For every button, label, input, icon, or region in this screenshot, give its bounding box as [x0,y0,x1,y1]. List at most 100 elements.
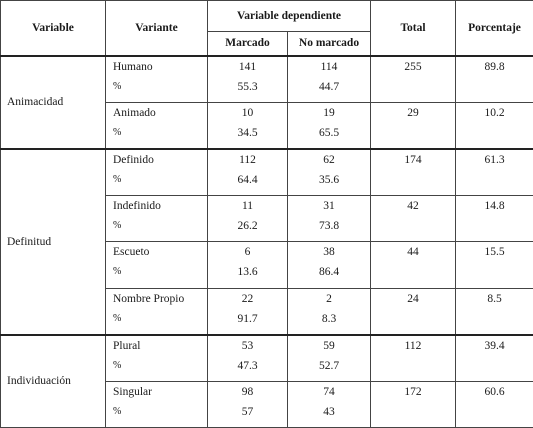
no-marcado-percent: 52.7 [318,359,340,372]
variante-label: Singular [113,385,152,398]
header-marcado: Marcado [207,31,288,56]
table-row: Animacidad Humano% 141 55.3 114 44.7 255 89.8 [0,54,533,149]
porcentaje-value: 60.6 [484,385,505,398]
no-marcado-cell: 59 52.7 [286,333,372,382]
total-cell: 255 [370,54,457,103]
no-marcado-percent: 35.6 [318,173,340,186]
no-marcado-cell: 62 35.6 [286,147,372,196]
porcentaje-cell: 15.5 [455,241,533,289]
total-cell: 112 [370,333,457,382]
marcado-cell: 98 57 [207,380,288,428]
porcentaje-value: 8.5 [487,292,502,305]
percent-sign: % [113,126,122,138]
porcentaje-value: 89.8 [484,60,505,73]
porcentaje-value: 14.8 [484,199,505,212]
marcado-percent: 26.2 [237,219,258,232]
variante-label: Escueto [113,246,150,258]
no-marcado-cell: 114 44.7 [286,54,372,103]
marcado-count: 141 [238,60,257,73]
marcado-cell: 10 34.5 [207,101,288,149]
header-variante: Variante [105,0,208,56]
no-marcado-count: 2 [326,292,332,305]
porcentaje-value: 39.4 [484,339,505,352]
no-marcado-count: 31 [323,199,335,212]
variante-cell: Animado% [105,101,208,149]
total-cell: 174 [370,147,457,196]
total-value: 24 [407,292,419,305]
porcentaje-cell: 60.6 [455,380,533,428]
variante-label: Nombre Propio [113,292,185,305]
no-marcado-percent: 86.4 [318,266,340,278]
porcentaje-value: 61.3 [484,153,505,166]
marcado-count: 6 [244,246,251,258]
no-marcado-cell: 2 8.3 [286,287,372,335]
marcado-percent: 13.6 [237,266,258,278]
no-marcado-percent: 73.8 [318,219,340,232]
header-no-marcado: No marcado [286,31,372,56]
table-row: Indefinido% 11 26.2 31 73.8 42 14.8 [1,194,533,242]
porcentaje-value: 15.5 [484,246,505,258]
percent-sign: % [113,312,122,324]
variante-label: Animado [113,106,156,119]
variante-cell: Definido% [105,147,208,196]
table-body: Animacidad Humano% 141 55.3 114 44.7 255 89.8 An… [0,54,533,428]
marcado-cell: 141 55.3 [207,54,288,103]
header-total: Total [370,0,457,56]
no-marcado-cell: 19 65.5 [286,101,372,149]
variante-label: Indefinido [113,199,161,212]
no-marcado-count: 19 [323,106,335,119]
marcado-cell: 112 64.4 [207,147,288,196]
porcentaje-cell: 10.2 [455,101,533,149]
marcado-percent: 55.3 [237,80,258,93]
marcado-percent: 47.3 [237,359,258,372]
total-value: 172 [404,385,422,398]
table-row: Individuación Plural% 53 47.3 59 52.7 112 39.4 [0,333,533,428]
table-row: Nombre Propio% 22 91.7 2 8.3 24 8.5 [1,287,533,335]
porcentaje-cell: 89.8 [455,54,533,103]
marcado-percent: 91.7 [237,312,258,325]
no-marcado-cell: 74 43 [286,380,372,428]
marcado-count: 53 [241,339,254,352]
header-porcentaje: Porcentaje [455,0,533,56]
marcado-cell: 11 26.2 [207,194,288,242]
no-marcado-count: 114 [320,60,338,73]
total-cell: 24 [370,287,457,335]
no-marcado-count: 59 [323,339,335,352]
percent-sign: % [113,173,122,185]
marcado-percent: 34.5 [237,126,258,139]
marcado-cell: 22 91.7 [207,287,288,335]
marcado-count: 11 [241,199,254,212]
marcado-cell: 6 13.6 [207,241,288,289]
group-label: Animacidad [0,54,106,149]
variante-cell: Humano% [105,54,208,103]
marcado-percent: 64.4 [237,173,258,186]
total-value: 112 [404,339,422,352]
porcentaje-cell: 61.3 [455,147,533,196]
marcado-count: 10 [241,106,254,119]
percent-sign: % [113,405,122,417]
no-marcado-cell: 38 86.4 [286,241,372,289]
table-row: Definitud Definido% 112 64.4 62 35.6 174 61.3 [0,147,533,335]
group-label: Individuación [0,333,106,428]
percent-sign: % [113,266,122,277]
variante-cell: Singular% [105,380,208,428]
marcado-percent: 57 [241,405,254,418]
total-value: 174 [404,153,422,166]
no-marcado-count: 62 [323,153,335,166]
porcentaje-cell: 14.8 [455,194,533,242]
total-value: 29 [407,106,419,119]
total-value: 42 [407,199,419,212]
variante-cell: Escueto% [105,241,208,289]
table-row: Singular% 98 57 74 43 172 60.6 [1,380,533,428]
no-marcado-percent: 8.3 [321,312,337,325]
variante-label: Plural [113,339,141,352]
porcentaje-cell: 8.5 [455,287,533,335]
variante-cell: Nombre Propio% [105,287,208,335]
no-marcado-percent: 43 [323,405,335,418]
no-marcado-percent: 44.7 [318,80,340,93]
total-value: 44 [407,246,419,258]
total-value: 255 [404,60,422,73]
no-marcado-count: 74 [323,385,335,398]
header-variable-dependiente: Variable dependiente [206,0,372,32]
total-cell: 44 [370,241,457,289]
